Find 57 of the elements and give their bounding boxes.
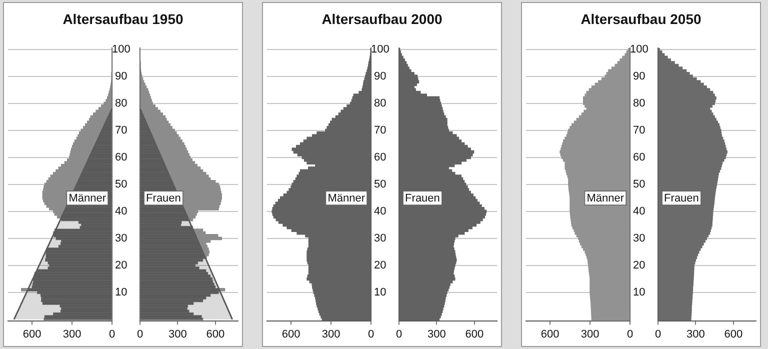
y-tick-label: 80 xyxy=(374,97,386,110)
y-tick-label: 60 xyxy=(115,151,128,164)
series-label: Männer xyxy=(586,192,624,205)
y-tick-label: 100 xyxy=(370,43,390,56)
series-label: Männer xyxy=(328,192,366,205)
x-tick-label: 0 xyxy=(368,328,374,340)
y-tick-label: 30 xyxy=(374,232,386,244)
x-tick-label: 0 xyxy=(108,328,116,340)
y-tick-label: 30 xyxy=(115,232,128,244)
x-tick-label: 0 xyxy=(626,328,634,340)
x-tick-label: 300 xyxy=(686,328,705,340)
y-tick-label: 10 xyxy=(633,286,646,298)
x-tick-label: 0 xyxy=(396,328,402,340)
series-label: Frauen xyxy=(146,192,181,205)
y-tick-label: 70 xyxy=(374,124,386,136)
x-tick-label: 600 xyxy=(282,328,300,340)
chart-title: Altersaufbau 1950 xyxy=(62,11,184,27)
y-tick-label: 30 xyxy=(633,232,646,244)
x-tick-label: 600 xyxy=(465,328,484,340)
y-tick-label: 100 xyxy=(112,43,130,56)
y-tick-label: 20 xyxy=(633,259,646,272)
y-tick-label: 50 xyxy=(115,178,128,190)
y-tick-label: 10 xyxy=(374,286,386,298)
x-tick-label: 600 xyxy=(724,328,743,340)
x-tick-label: 300 xyxy=(322,328,340,340)
x-tick-label: 300 xyxy=(580,328,600,340)
series-label: Frauen xyxy=(405,192,440,205)
x-tick-label: 600 xyxy=(22,328,42,340)
y-tick-label: 90 xyxy=(374,70,386,82)
y-tick-label: 80 xyxy=(633,97,646,110)
chart-title: Altersaufbau 2050 xyxy=(580,11,702,27)
y-tick-label: 40 xyxy=(633,205,646,218)
y-tick-label: 90 xyxy=(633,70,646,82)
x-tick-label: 600 xyxy=(540,328,560,340)
x-tick-label: 0 xyxy=(136,328,144,340)
y-tick-label: 70 xyxy=(633,124,646,136)
y-tick-label: 40 xyxy=(374,205,386,218)
y-tick-label: 50 xyxy=(633,178,646,190)
y-tick-label: 60 xyxy=(633,151,646,164)
y-tick-label: 60 xyxy=(374,151,386,164)
y-tick-label: 80 xyxy=(115,97,128,110)
y-tick-label: 90 xyxy=(115,70,128,82)
y-tick-label: 40 xyxy=(115,205,128,218)
y-tick-label: 10 xyxy=(115,286,128,298)
x-tick-label: 600 xyxy=(206,328,225,340)
y-tick-label: 20 xyxy=(374,259,386,272)
series-label: Frauen xyxy=(664,192,699,205)
x-tick-label: 300 xyxy=(168,328,187,340)
y-tick-label: 100 xyxy=(630,43,648,56)
x-tick-label: 300 xyxy=(428,328,446,340)
series-label: Männer xyxy=(68,192,106,205)
y-tick-label: 70 xyxy=(115,124,128,136)
chart-title: Altersaufbau 2000 xyxy=(320,11,444,27)
y-tick-label: 50 xyxy=(374,178,386,190)
x-tick-label: 0 xyxy=(654,328,662,340)
x-tick-label: 300 xyxy=(62,328,82,340)
y-tick-label: 20 xyxy=(115,259,128,272)
